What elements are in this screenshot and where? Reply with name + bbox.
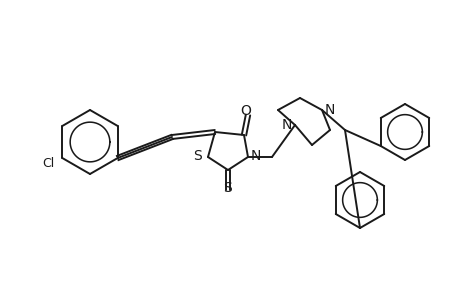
Text: N: N <box>324 103 335 117</box>
Text: S: S <box>193 149 202 163</box>
Text: S: S <box>223 181 232 195</box>
Text: N: N <box>281 118 291 132</box>
Text: O: O <box>240 104 251 118</box>
Text: Cl: Cl <box>42 157 54 169</box>
Text: N: N <box>250 149 261 163</box>
